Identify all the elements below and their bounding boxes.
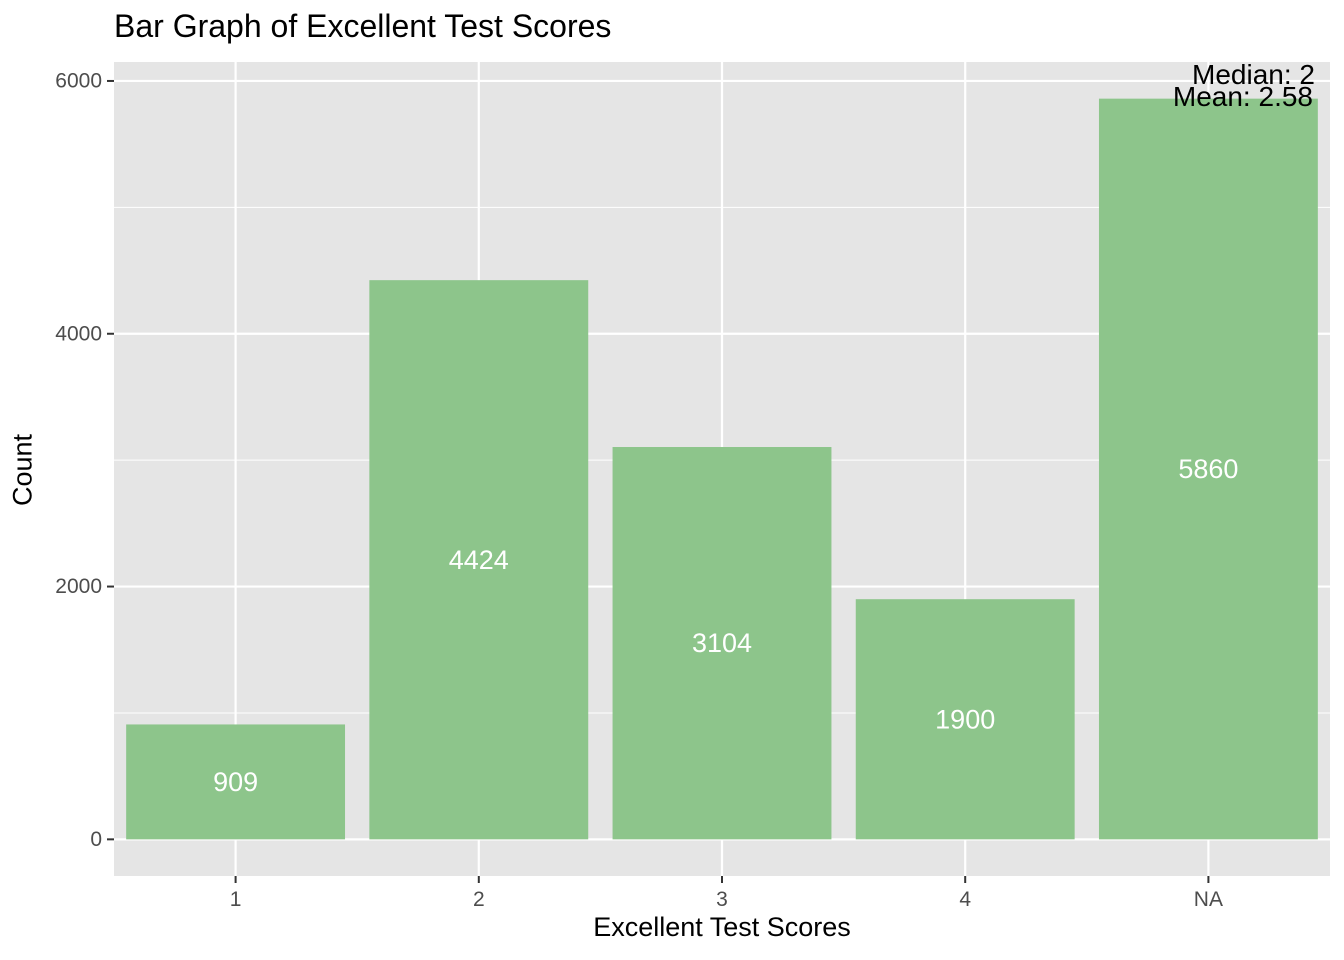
y-tick-label: 4000 (55, 322, 102, 345)
x-tick-label: 1 (230, 888, 242, 911)
mean-annotation: Mean: 2.58 (1173, 81, 1313, 112)
bar-1 (126, 724, 346, 840)
x-tick-label: NA (1194, 888, 1223, 911)
data-label: 1900 (935, 704, 995, 734)
y-tick-label: 0 (90, 828, 102, 851)
data-label: 909 (213, 767, 258, 797)
y-tick-label: 2000 (55, 575, 102, 598)
data-label: 5860 (1178, 454, 1238, 484)
x-tick-label: 4 (959, 888, 971, 911)
bar-NA (1098, 98, 1318, 840)
data-label: 4424 (449, 545, 509, 575)
x-tick-label: 3 (716, 888, 728, 911)
y-tick-label: 6000 (55, 69, 102, 92)
x-tick-label: 2 (473, 888, 485, 911)
data-label: 3104 (692, 628, 752, 658)
x-axis-label: Excellent Test Scores (593, 912, 851, 942)
bar-4 (855, 599, 1075, 840)
bar-3 (612, 447, 832, 840)
chart-title: Bar Graph of Excellent Test Scores (114, 8, 612, 44)
bar-2 (369, 280, 589, 840)
median-annotation: Median: 2 (1192, 59, 1315, 90)
